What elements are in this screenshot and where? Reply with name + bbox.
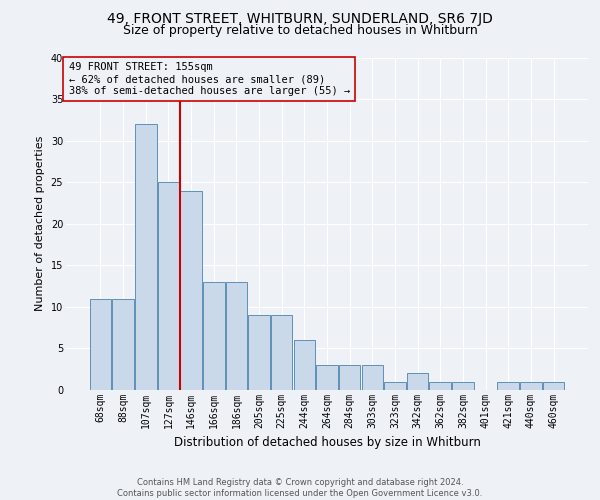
Bar bbox=[362, 365, 383, 390]
Bar bbox=[158, 182, 179, 390]
Text: Size of property relative to detached houses in Whitburn: Size of property relative to detached ho… bbox=[122, 24, 478, 37]
Bar bbox=[384, 382, 406, 390]
Bar bbox=[497, 382, 519, 390]
Bar bbox=[90, 298, 111, 390]
Bar bbox=[271, 315, 292, 390]
Bar bbox=[407, 374, 428, 390]
Bar bbox=[226, 282, 247, 390]
Text: Contains HM Land Registry data © Crown copyright and database right 2024.
Contai: Contains HM Land Registry data © Crown c… bbox=[118, 478, 482, 498]
Bar bbox=[452, 382, 473, 390]
Bar bbox=[520, 382, 542, 390]
Bar bbox=[135, 124, 157, 390]
Bar bbox=[543, 382, 564, 390]
Bar bbox=[293, 340, 315, 390]
Bar bbox=[339, 365, 361, 390]
Bar bbox=[181, 190, 202, 390]
Text: 49, FRONT STREET, WHITBURN, SUNDERLAND, SR6 7JD: 49, FRONT STREET, WHITBURN, SUNDERLAND, … bbox=[107, 12, 493, 26]
Bar bbox=[248, 315, 270, 390]
Y-axis label: Number of detached properties: Number of detached properties bbox=[35, 136, 45, 312]
X-axis label: Distribution of detached houses by size in Whitburn: Distribution of detached houses by size … bbox=[173, 436, 481, 450]
Bar bbox=[316, 365, 338, 390]
Bar bbox=[203, 282, 224, 390]
Bar bbox=[112, 298, 134, 390]
Bar bbox=[430, 382, 451, 390]
Text: 49 FRONT STREET: 155sqm
← 62% of detached houses are smaller (89)
38% of semi-de: 49 FRONT STREET: 155sqm ← 62% of detache… bbox=[68, 62, 350, 96]
